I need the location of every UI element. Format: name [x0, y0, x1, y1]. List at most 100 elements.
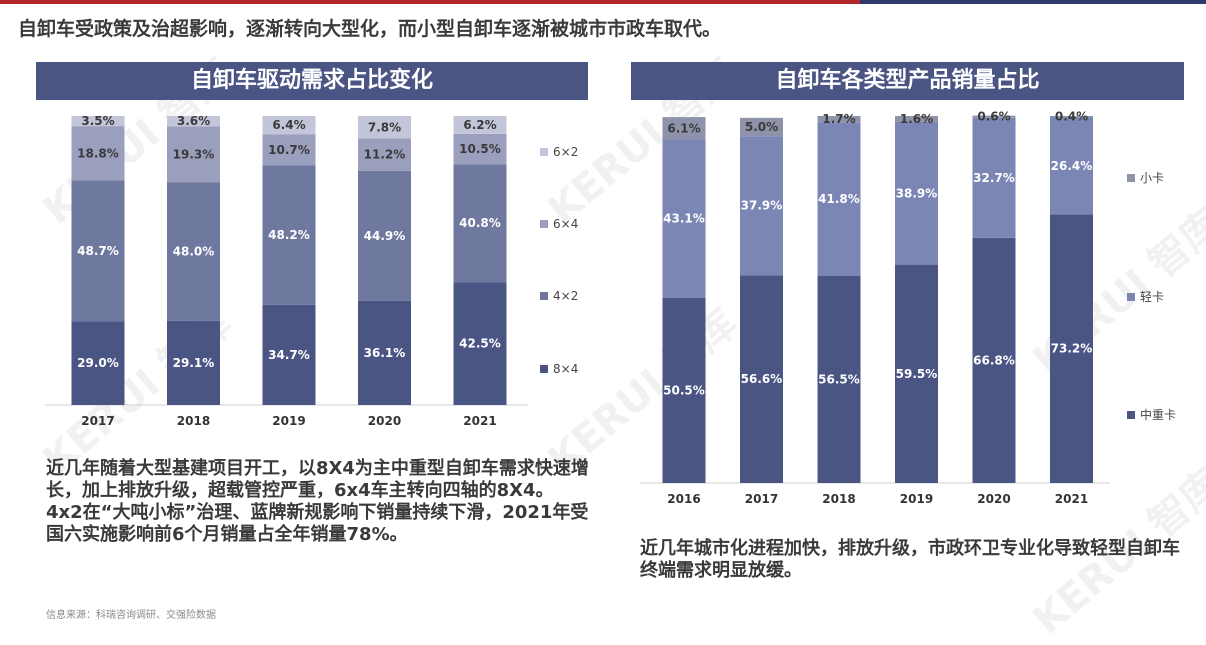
- left-chart-bar-2020-s1: [358, 170, 411, 301]
- right-chart-bar-2021-s2: [1050, 116, 1093, 118]
- left-chart-bar-2018-s0: [167, 320, 220, 405]
- right-chart-legend-swatch-2: [1127, 411, 1135, 419]
- right-chart-legend-swatch-1: [1127, 293, 1135, 301]
- product-share-chart: 50.5% 43.1% 6.1% 2016 56.6% 37.9% 5.0% 2017 56.5…: [640, 110, 1176, 506]
- left-chart-bar-2021-s3: [453, 116, 507, 134]
- right-chart-category-label-2018: 2018: [822, 492, 855, 506]
- left-chart-legend-swatch-0: [540, 148, 548, 156]
- right-chart-bar-2020-s0: [972, 237, 1016, 483]
- drive-demand-chart: 29.0% 48.7% 18.8% 3.5% 2017 29.1% 48.0% 19.3% 3.…: [45, 114, 578, 428]
- left-chart-bar-2018-s2: [167, 126, 220, 183]
- right-chart-legend-label-2: 中重卡: [1140, 407, 1176, 422]
- right-chart-value-label-2018-s2: 1.7%: [822, 112, 855, 126]
- right-chart-value-label-2020-s1: 32.7%: [973, 171, 1015, 185]
- left-chart-bar-2020-s0: [358, 300, 411, 405]
- left-chart-legend-swatch-2: [540, 292, 548, 300]
- right-chart-value-label-2021-s2: 0.4%: [1055, 110, 1088, 124]
- left-chart-value-label-2020-s2: 11.2%: [364, 148, 406, 162]
- left-chart-value-label-2021-s1: 40.8%: [459, 216, 501, 230]
- right-chart-legend-label-0: 小卡: [1140, 171, 1164, 185]
- left-chart-value-label-2019-s3: 6.4%: [272, 118, 305, 132]
- left-chart-value-label-2021-s2: 10.5%: [459, 142, 501, 156]
- left-chart-legend-label-0: 6×2: [553, 145, 578, 159]
- right-chart-bar-2016-s1: [662, 139, 706, 298]
- right-chart-category-label-2021: 2021: [1055, 492, 1088, 506]
- left-chart-bar-2019-s0: [262, 304, 316, 405]
- left-chart-bar-2018-s1: [167, 182, 220, 321]
- left-chart-value-label-2017-s2: 18.8%: [77, 146, 119, 160]
- right-chart-bar-2020-s2: [972, 115, 1016, 118]
- left-chart-category-label-2020: 2020: [368, 414, 401, 428]
- right-chart-bar-2018-s2: [817, 116, 861, 123]
- right-chart-category-label-2017: 2017: [745, 492, 778, 506]
- left-summary-line-1: 近几年随着大型基建项目开工，以8X4为主中重型自卸车需求快速增长，加上排放升级，…: [46, 458, 589, 501]
- left-chart-value-label-2018-s0: 29.1%: [173, 356, 215, 370]
- right-chart-value-label-2016-s2: 6.1%: [667, 121, 700, 135]
- right-chart-bar-2021-s0: [1050, 214, 1093, 483]
- right-chart-bar-2021-s1: [1050, 117, 1093, 215]
- left-chart-value-label-2021-s3: 6.2%: [463, 118, 496, 132]
- left-chart-category-label-2021: 2021: [463, 414, 496, 428]
- left-chart-value-label-2019-s2: 10.7%: [268, 143, 310, 157]
- left-chart-title: 自卸车驱动需求占比变化: [36, 62, 588, 100]
- left-chart-value-label-2020-s0: 36.1%: [364, 346, 406, 360]
- right-chart-value-label-2016-s0: 50.5%: [663, 383, 705, 397]
- right-chart-value-label-2021-s0: 73.2%: [1051, 342, 1093, 356]
- left-chart-value-label-2020-s1: 44.9%: [364, 229, 406, 243]
- right-chart-category-label-2019: 2019: [900, 492, 933, 506]
- left-chart-value-label-2019-s1: 48.2%: [268, 228, 310, 242]
- left-chart-bar-2018-s3: [167, 116, 220, 127]
- right-summary-text: 近几年城市化进程加快，排放升级，市政环卫专业化导致轻型自卸车终端需求明显放缓。: [640, 538, 1180, 581]
- left-chart-category-label-2019: 2019: [272, 414, 305, 428]
- left-chart-value-label-2020-s3: 7.8%: [368, 120, 401, 134]
- left-chart-bar-2017-s2: [71, 126, 125, 181]
- right-chart-bar-2019-s1: [895, 121, 938, 265]
- left-chart-category-label-2018: 2018: [177, 414, 210, 428]
- top-accent-blue: [860, 0, 1206, 4]
- top-accent-red: [0, 0, 860, 4]
- right-chart-value-label-2018-s1: 41.8%: [818, 192, 860, 206]
- left-chart-bar-2021-s0: [453, 282, 507, 405]
- right-chart-bar-2019-s2: [895, 116, 938, 122]
- right-chart-bar-2018-s1: [817, 122, 861, 276]
- left-chart-value-label-2018-s2: 19.3%: [173, 147, 215, 161]
- left-chart-bar-2019-s2: [262, 134, 316, 166]
- right-chart-value-label-2017-s2: 5.0%: [745, 120, 778, 134]
- page-headline: 自卸车受政策及治超影响，逐渐转向大型化，而小型自卸车逐渐被城市市政车取代。: [18, 18, 722, 40]
- right-chart-bar-2017-s0: [740, 275, 783, 483]
- left-chart-value-label-2021-s0: 42.5%: [459, 337, 501, 351]
- right-chart-category-label-2020: 2020: [977, 492, 1010, 506]
- right-chart-category-label-2016: 2016: [667, 492, 700, 506]
- right-chart-bar-2016-s2: [662, 117, 706, 140]
- left-chart-bar-2017-s3: [71, 116, 125, 127]
- left-chart-value-label-2017-s0: 29.0%: [77, 356, 119, 370]
- right-chart-value-label-2018-s0: 56.5%: [818, 372, 860, 386]
- left-chart-legend-label-1: 6×4: [553, 217, 578, 231]
- left-chart-bar-2020-s2: [358, 138, 411, 171]
- left-chart-bar-2021-s2: [453, 133, 507, 165]
- right-chart-value-label-2016-s1: 43.1%: [663, 212, 705, 226]
- right-chart-bar-2017-s2: [740, 117, 783, 137]
- left-chart-bar-2017-s0: [71, 321, 125, 405]
- source-note: 信息来源：科瑞咨询调研、交强险数据: [46, 610, 216, 621]
- right-chart-title: 自卸车各类型产品销量占比: [631, 62, 1184, 100]
- right-chart-value-label-2020-s2: 0.6%: [977, 110, 1010, 124]
- left-chart-value-label-2019-s0: 34.7%: [268, 348, 310, 362]
- right-chart-legend-label-1: 轻卡: [1140, 290, 1164, 304]
- left-chart-category-label-2017: 2017: [81, 414, 114, 428]
- right-chart-bar-2019-s0: [895, 264, 938, 483]
- right-chart-value-label-2019-s0: 59.5%: [896, 367, 938, 381]
- top-accent-bar: [0, 0, 1206, 4]
- left-chart-value-label-2018-s3: 3.6%: [177, 114, 210, 128]
- left-chart-value-label-2017-s1: 48.7%: [77, 244, 119, 258]
- right-chart-value-label-2019-s1: 38.9%: [896, 186, 938, 200]
- left-chart-value-label-2017-s3: 3.5%: [81, 114, 114, 128]
- left-chart-legend-label-2: 4×2: [553, 289, 578, 303]
- left-chart-bar-2020-s3: [358, 116, 411, 139]
- right-chart-value-label-2019-s2: 1.6%: [900, 112, 933, 126]
- left-chart-bar-2019-s3: [262, 116, 316, 135]
- right-chart-value-label-2021-s1: 26.4%: [1051, 159, 1093, 173]
- right-chart-bar-2020-s1: [972, 117, 1016, 238]
- right-chart-value-label-2020-s0: 66.8%: [973, 353, 1015, 367]
- right-chart-bar-2016-s0: [662, 297, 706, 483]
